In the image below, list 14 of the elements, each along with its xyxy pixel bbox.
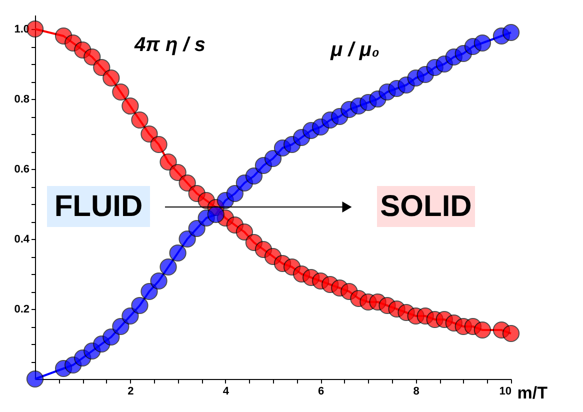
y-tick-label: 0.2	[14, 304, 30, 316]
x-tick-label: 4	[222, 386, 230, 398]
annotation: SOLID	[380, 190, 472, 223]
annotation: FLUID	[54, 190, 143, 223]
x-tick-label: 10	[499, 386, 512, 398]
x-tick-label: 2	[128, 386, 134, 398]
x-tick-label: 8	[413, 386, 420, 398]
series-label: μ / μ₀	[330, 39, 380, 61]
series-label: 4π η / s	[134, 34, 206, 56]
x-axis-title: m/T	[517, 384, 548, 402]
y-tick-label: 0.4	[14, 234, 30, 246]
y-tick-label: 0.6	[14, 164, 30, 176]
y-tick-label: 0.8	[14, 94, 30, 106]
x-tick-label: 6	[318, 386, 324, 398]
